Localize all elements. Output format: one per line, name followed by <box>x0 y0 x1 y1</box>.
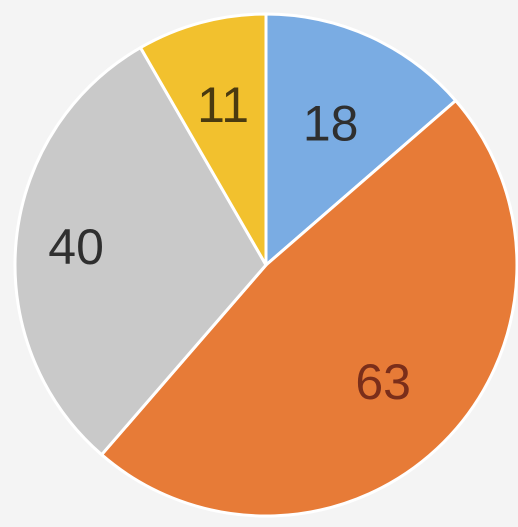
pie-slice-40 <box>13 46 268 457</box>
pie-slice-11 <box>139 12 268 267</box>
pie-slices <box>13 12 518 518</box>
pie-labels: 18 63 40 11 <box>48 77 411 410</box>
pie-slice-63 <box>100 99 518 518</box>
pie-slice-label-63: 63 <box>355 354 411 410</box>
pie-slice-label-18: 18 <box>303 95 359 151</box>
pie-slice-18 <box>264 12 458 267</box>
pie-slice-label-40: 40 <box>48 219 104 275</box>
pie-slice-label-11: 11 <box>197 77 249 133</box>
